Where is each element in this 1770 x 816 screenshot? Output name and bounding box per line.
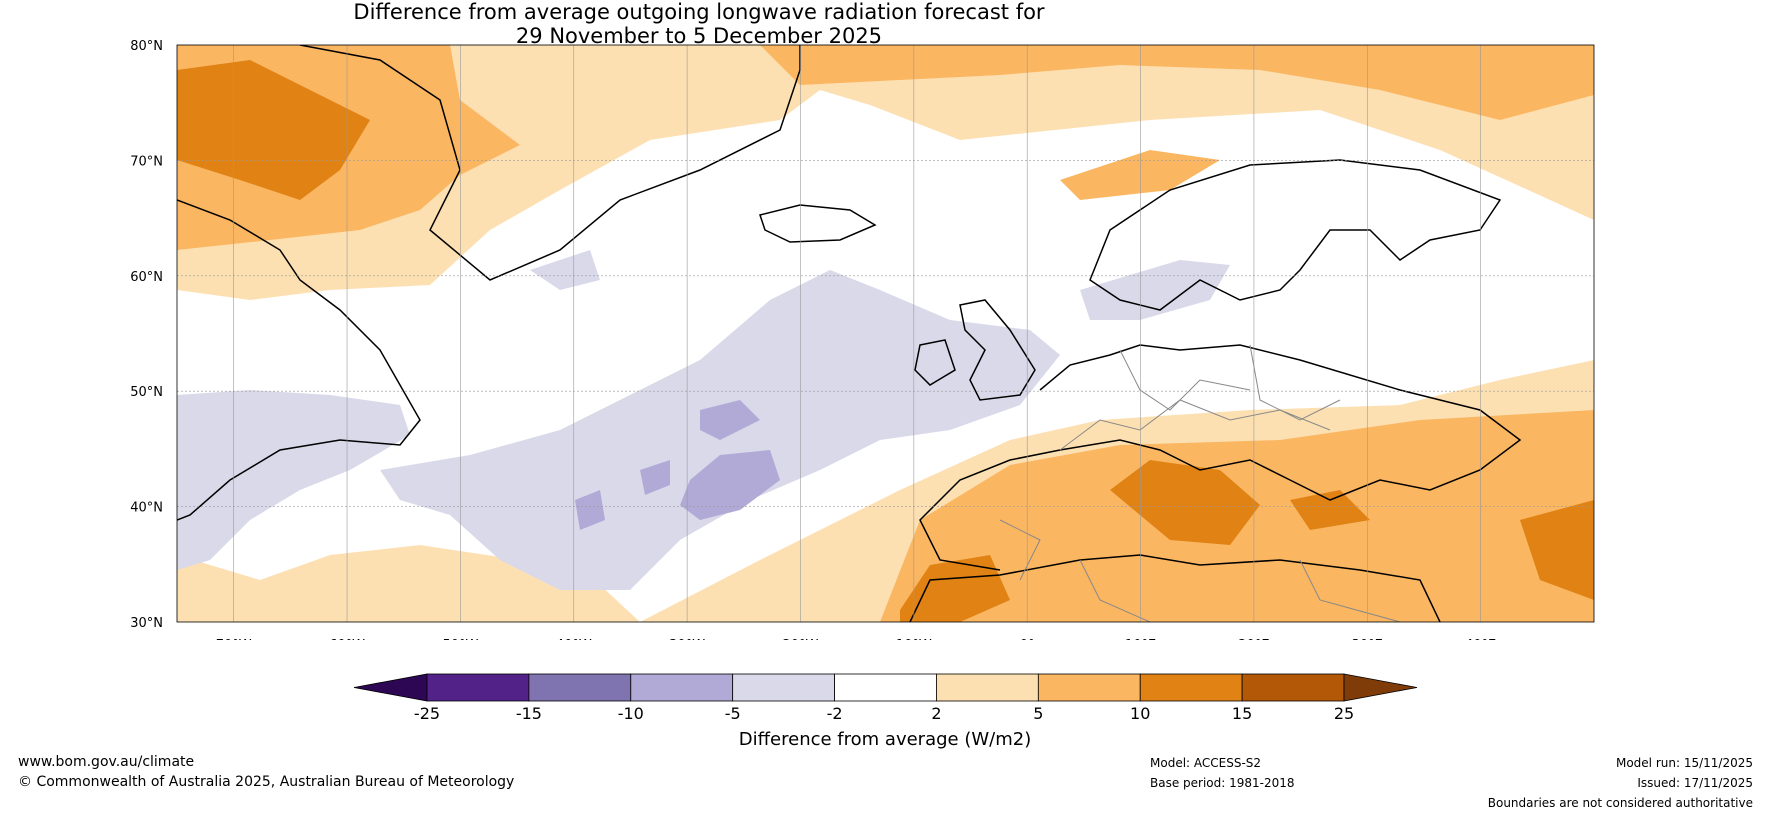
- colorbar-extend-max: [1343, 673, 1418, 702]
- colorbar-segment: [1037, 673, 1141, 702]
- latitude-label: 70°N: [130, 154, 163, 169]
- anomaly-10-to-15-regions: [177, 60, 1594, 622]
- model-run-date: Model run: 15/11/2025: [1615, 756, 1753, 770]
- longitude-label: 40°W: [556, 638, 592, 640]
- title-line-1: Difference from average outgoing longwav…: [353, 0, 1045, 24]
- iceland-coastline: [759, 204, 877, 243]
- greenland-coastline: [299, 45, 801, 281]
- latitude-labels: 80°N 70°N 60°N 50°N 40°N 30°N: [130, 39, 163, 631]
- colorbar-tick-label: -25: [414, 704, 440, 723]
- olr-anomaly-map: 80°N 70°N 60°N 50°N 40°N 30°N 70°W 60°W 50°W 40°…: [130, 39, 1595, 640]
- colorbar-segment: [732, 673, 835, 702]
- base-period: Base period: 1981-2018: [1150, 776, 1295, 790]
- model-name: Model: ACCESS-S2: [1150, 756, 1262, 770]
- longitude-label: 60°W: [329, 638, 365, 640]
- colorbar-tick-label: -10: [618, 704, 644, 723]
- longitude-label: 40°E: [1465, 638, 1496, 640]
- copyright-text: © Commonwealth of Australia 2025, Austra…: [18, 774, 515, 790]
- north-africa-coastline: [909, 554, 1441, 622]
- colorbar-segment: [936, 673, 1039, 702]
- colorbar-segment: [834, 673, 937, 702]
- latitude-label: 60°N: [130, 270, 163, 285]
- longitude-label: 10°W: [896, 638, 932, 640]
- colorbar-tick-label: -2: [827, 704, 843, 723]
- latitude-label: 80°N: [130, 39, 163, 54]
- map-frame: [176, 44, 1595, 623]
- colorbar-tick-label: 25: [1334, 704, 1354, 723]
- colorbar-segment: [1139, 673, 1243, 702]
- longitude-label: 30°E: [1352, 638, 1383, 640]
- colorbar-tick-label: -5: [725, 704, 741, 723]
- issued-date: Issued: 17/11/2025: [1637, 776, 1753, 790]
- country-borders: [999, 344, 1401, 622]
- longitude-label: 70°W: [216, 638, 252, 640]
- colorbar-segments: [353, 673, 1418, 702]
- colorbar-segment: [630, 673, 734, 702]
- colorbar-extend-min: [353, 673, 428, 702]
- longitude-label: 20°E: [1238, 638, 1269, 640]
- british-isles-coastline: [914, 299, 1036, 401]
- north-america-coastline: [177, 199, 421, 521]
- colorbar-tick-label: -15: [516, 704, 542, 723]
- colorbar-tick-label: 15: [1232, 704, 1252, 723]
- colorbar: -25 -15 -10 -5 -2 2 5 10 15 25 Difference from av…: [353, 673, 1418, 750]
- colorbar-label: Difference from average (W/m2): [739, 729, 1031, 750]
- colorbar-tick-label: 5: [1033, 704, 1043, 723]
- scandinavia-coastline: [1089, 159, 1502, 311]
- longitude-label: 30°W: [669, 638, 705, 640]
- graticule: [177, 45, 1594, 622]
- longitude-label: 10°E: [1125, 638, 1156, 640]
- colorbar-tick-label: 10: [1130, 704, 1150, 723]
- coastlines: [177, 45, 1522, 622]
- longitude-label: 20°W: [783, 638, 819, 640]
- colorbar-segment: [426, 673, 530, 702]
- latitude-label: 30°N: [130, 616, 163, 631]
- longitude-label: 0°: [1020, 638, 1035, 640]
- boundaries-disclaimer: Boundaries are not considered authoritat…: [1487, 796, 1753, 810]
- latitude-label: 40°N: [130, 501, 163, 516]
- colorbar-tick-label: 2: [931, 704, 941, 723]
- map-area: [177, 45, 1594, 622]
- longitude-labels: 70°W 60°W 50°W 40°W 30°W 20°W 10°W 0° 10°E 20°E 30…: [216, 638, 1497, 640]
- europe-coastline: [919, 344, 1522, 571]
- latitude-label: 50°N: [130, 385, 163, 400]
- map-title: Difference from average outgoing longwav…: [0, 0, 1398, 48]
- colorbar-segment: [1241, 673, 1345, 702]
- anomaly-minus-5-to-minus-10-regions: [575, 400, 780, 530]
- longitude-label: 50°W: [442, 638, 478, 640]
- website-link[interactable]: www.bom.gov.au/climate: [18, 754, 195, 770]
- colorbar-ticks: -25 -15 -10 -5 -2 2 5 10 15 25: [414, 704, 1354, 723]
- title-line-2: 29 November to 5 December 2025: [515, 24, 883, 48]
- colorbar-segment: [528, 673, 632, 702]
